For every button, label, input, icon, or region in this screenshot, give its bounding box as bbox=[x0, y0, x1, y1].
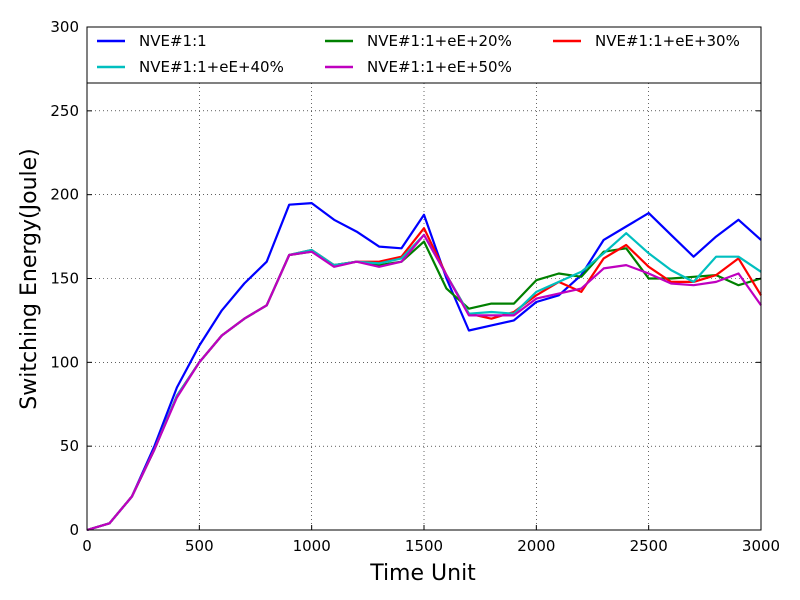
x-axis-title: Time Unit bbox=[369, 561, 476, 586]
y-tick-label: 100 bbox=[50, 353, 79, 371]
series-line bbox=[86, 202, 762, 532]
y-tick-label: 50 bbox=[60, 437, 79, 455]
legend-label: NVE#1:1+eE+40% bbox=[139, 58, 284, 76]
x-tick-label: 1000 bbox=[293, 537, 331, 555]
y-axis-title: Switching Energy(Joule) bbox=[17, 148, 42, 409]
axis-ticks: 0 500 1000 1500 2000 2500 3000 0 50 100 150 200 250 3… bbox=[50, 18, 780, 555]
legend-label: NVE#1:1+eE+20% bbox=[367, 32, 512, 50]
y-tick-label: 150 bbox=[50, 270, 79, 288]
legend: NVE#1:1 NVE#1:1+eE+20% NVE#1:1+eE+30% NVE#1… bbox=[86, 26, 762, 84]
series-lines bbox=[86, 202, 762, 532]
y-tick-label: 200 bbox=[50, 186, 79, 204]
x-tick-label: 1500 bbox=[405, 537, 443, 555]
y-tick-label: 0 bbox=[69, 521, 79, 539]
legend-label: NVE#1:1+eE+50% bbox=[367, 58, 512, 76]
x-tick-label: 3000 bbox=[742, 537, 780, 555]
y-tick-label: 250 bbox=[50, 102, 79, 120]
x-tick-label: 500 bbox=[185, 537, 214, 555]
y-tick-label: 300 bbox=[50, 18, 79, 36]
legend-label: NVE#1:1 bbox=[139, 32, 207, 50]
x-tick-label: 2500 bbox=[630, 537, 668, 555]
series-line bbox=[86, 233, 762, 532]
x-tick-label: 0 bbox=[82, 537, 92, 555]
legend-box bbox=[86, 26, 762, 84]
legend-label: NVE#1:1+eE+30% bbox=[595, 32, 740, 50]
x-tick-label: 2000 bbox=[517, 537, 555, 555]
